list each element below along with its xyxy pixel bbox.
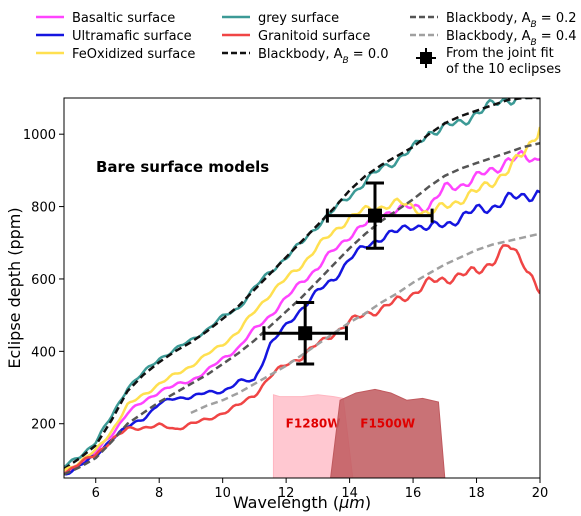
x-tick-label-1: 8: [155, 486, 163, 501]
legend-label-2: FeOxidized surface: [72, 47, 195, 62]
series-line-0: [64, 98, 540, 469]
model-spectra: [64, 98, 540, 476]
x-tick-label-6: 18: [468, 486, 485, 501]
series-line-1: [64, 98, 540, 471]
filter-label-f1280w: F1280W: [286, 416, 341, 430]
x-tick-label-2: 10: [214, 486, 231, 501]
legend-label-8-line2: of the 10 eclipses: [446, 62, 561, 77]
x-tick-label-3: 12: [278, 486, 295, 501]
measurement-0: [262, 300, 348, 366]
legend-entry-6: Blackbody, AB = 0.2: [410, 11, 577, 30]
measurement-1: [325, 181, 434, 250]
y-tick-label-1: 400: [31, 345, 56, 360]
series-line-7: [190, 232, 540, 415]
legend-entry-1: Ultramafic surface: [36, 29, 192, 44]
filter-f1500w: [330, 388, 446, 478]
y-tick-label-2: 600: [31, 273, 56, 288]
measurements: [262, 181, 434, 366]
x-tick-label-4: 14: [341, 486, 358, 501]
legend-label-6: Blackbody, AB = 0.2: [446, 11, 577, 30]
chart-annotation: Bare surface models: [96, 158, 269, 176]
legend: Basaltic surface Ultramafic surface FeOxid…: [36, 11, 577, 77]
legend-label-7: Blackbody, AB = 0.4: [446, 29, 577, 48]
legend-entry-4: Granitoid surface: [222, 29, 370, 44]
y-tick-label-0: 200: [31, 418, 56, 433]
filter-bandpasses: F1280W F1500W: [272, 388, 446, 478]
x-tick-label-7: 20: [532, 486, 549, 501]
legend-label-5: Blackbody, AB = 0.0: [258, 47, 389, 66]
legend-entry-3: grey surface: [222, 11, 339, 26]
legend-label-0: Basaltic surface: [72, 11, 175, 26]
legend-label-1: Ultramafic surface: [72, 29, 192, 44]
legend-entry-8: From the joint fit of the 10 eclipses: [416, 46, 561, 77]
series-line-4: [64, 189, 540, 476]
series-line-2: [64, 149, 540, 474]
legend-entry-2: FeOxidized surface: [36, 47, 195, 62]
plot-frame: [63, 97, 541, 479]
legend-label-3: grey surface: [258, 11, 339, 26]
x-tick-label-5: 16: [405, 486, 422, 501]
y-tick-label-4: 1000: [23, 128, 56, 143]
y-axis-label: Eclipse depth (ppm): [5, 207, 24, 368]
legend-entry-0: Basaltic surface: [36, 11, 175, 26]
legend-entry-5: Blackbody, AB = 0.0: [222, 47, 389, 66]
legend-entry-7: Blackbody, AB = 0.4: [410, 29, 577, 48]
filter-label-f1500w: F1500W: [360, 416, 415, 430]
series-line-6: [64, 141, 540, 476]
series-line-3: [64, 126, 540, 472]
x-axis-label: Wavelength (μm): [233, 493, 371, 512]
legend-label-4: Granitoid surface: [258, 29, 370, 44]
y-tick-label-3: 800: [31, 201, 56, 216]
series-line-5: [64, 244, 540, 476]
axis-ticks: 6 8 10 12 14 16 18 20 200 400 600 800 1000: [23, 128, 548, 501]
x-tick-label-0: 6: [92, 486, 100, 501]
legend-label-8: From the joint fit: [446, 46, 554, 61]
